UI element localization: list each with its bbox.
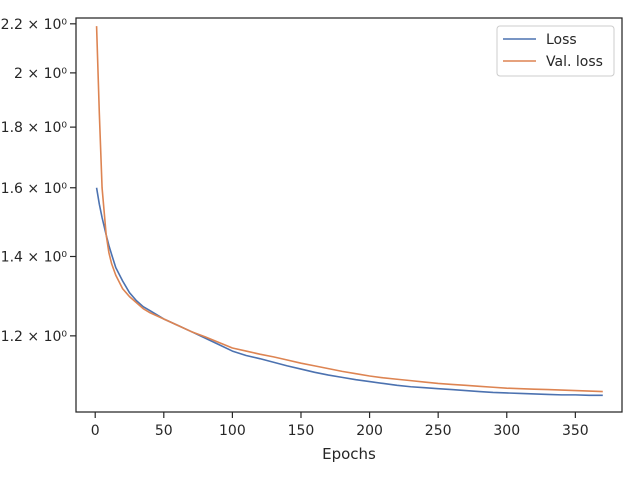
x-tick-label: 100 xyxy=(219,423,246,439)
y-tick-label: 2 × 10⁰ xyxy=(14,66,67,82)
y-axis: 1.2 × 10⁰ 1.4 × 10⁰ 1.6 × 10⁰ 1.8 × 10⁰ 2 × … xyxy=(1,17,76,345)
legend-label-loss: Loss xyxy=(546,32,577,48)
y-tick-label: 2.2 × 10⁰ xyxy=(1,17,68,33)
legend: Loss Val. loss xyxy=(496,25,615,77)
plot-background xyxy=(76,18,622,412)
y-tick-label: 1.8 × 10⁰ xyxy=(1,120,68,136)
x-tick-label: 150 xyxy=(288,423,315,439)
plot-frame xyxy=(75,17,623,413)
x-tick-label: 50 xyxy=(155,423,173,439)
series-line-loss xyxy=(95,187,603,397)
x-axis: 0 50 100 150 200 250 300 350 xyxy=(91,412,589,439)
series-line-val-loss xyxy=(95,26,603,393)
y-tick-label: 1.6 × 10⁰ xyxy=(1,181,68,197)
x-tick-label: 350 xyxy=(562,423,589,439)
x-tick-label: 200 xyxy=(356,423,383,439)
y-tick-label: 1.2 × 10⁰ xyxy=(1,329,68,345)
x-axis-label: Epochs xyxy=(322,445,376,463)
y-tick-label: 1.4 × 10⁰ xyxy=(1,249,68,265)
legend-label-val-loss: Val. loss xyxy=(546,54,603,70)
x-tick-label: 300 xyxy=(493,423,520,439)
series-layer xyxy=(95,26,603,397)
x-tick-label: 0 xyxy=(91,423,100,439)
x-tick-label: 250 xyxy=(425,423,452,439)
